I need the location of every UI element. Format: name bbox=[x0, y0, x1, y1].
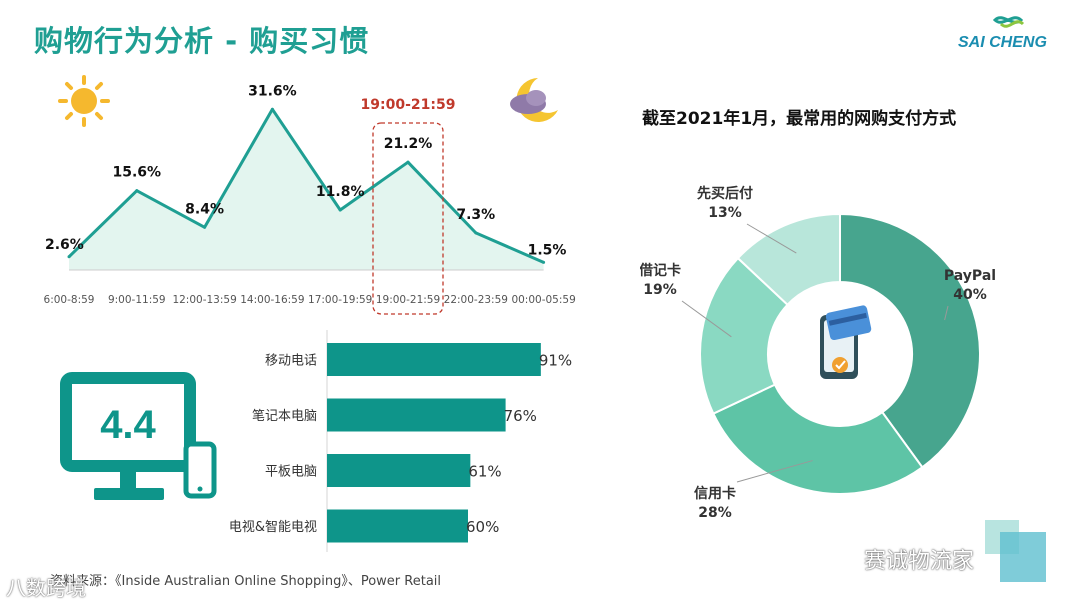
x-tick-label: 9:00-11:59 bbox=[108, 294, 166, 306]
value-label: 61% bbox=[468, 463, 501, 481]
data-point bbox=[406, 160, 410, 164]
x-tick-label: 00:00-05:59 bbox=[511, 294, 575, 306]
area-fill bbox=[69, 109, 544, 270]
data-point bbox=[135, 189, 139, 193]
data-label: 15.6% bbox=[113, 165, 162, 181]
data-label: 1.5% bbox=[528, 242, 567, 258]
x-tick-label: 19:00-21:59 bbox=[376, 294, 440, 306]
hourly-shopping-area-chart: 2.6% 6:00-8:59 15.6% 9:00-11:59 8.4% 12:00-13… bbox=[44, 75, 576, 315]
x-tick-label: 17:00-19:59 bbox=[308, 294, 372, 306]
leader-line bbox=[944, 305, 949, 321]
page-title: 购物行为分析 - 购买习惯 bbox=[34, 24, 370, 58]
data-label: 31.6% bbox=[248, 83, 297, 99]
data-point bbox=[203, 225, 207, 229]
highlight-label: 19:00-21:59 bbox=[361, 97, 456, 113]
slice-label: 先买后付 bbox=[697, 185, 753, 202]
category-label: 笔记本电脑 bbox=[252, 408, 317, 424]
bar bbox=[327, 509, 468, 543]
moon-cloud-icon bbox=[510, 78, 558, 122]
slice-label: 信用卡 bbox=[694, 485, 736, 502]
series-line bbox=[67, 107, 545, 264]
device-stat-value: 4.4 bbox=[100, 403, 156, 447]
x-tick-label: 14:00-16:59 bbox=[240, 294, 304, 306]
saicheng-logo bbox=[992, 16, 1025, 28]
data-label: 8.4% bbox=[185, 201, 224, 217]
value-label: 91% bbox=[539, 352, 572, 370]
leader-line bbox=[736, 460, 813, 483]
source-note: 资料来源：《Inside Australian Online Shopping》… bbox=[50, 574, 442, 589]
computer-monitor-icon: 4.4 bbox=[60, 372, 217, 500]
sun-icon bbox=[58, 75, 110, 127]
donut-slice bbox=[839, 212, 981, 469]
data-point bbox=[474, 231, 478, 235]
data-point bbox=[542, 260, 546, 264]
watermark-right: 赛诚物流家 bbox=[864, 549, 975, 574]
data-label: 2.6% bbox=[45, 237, 84, 253]
slice-label: 借记卡 bbox=[640, 262, 681, 279]
slice-value: 13% bbox=[708, 205, 742, 221]
x-tick-label: 6:00-8:59 bbox=[44, 294, 95, 306]
category-label: 电视&智能电视 bbox=[229, 520, 317, 535]
data-label: 11.8% bbox=[316, 184, 365, 200]
x-tick-label: 12:00-13:59 bbox=[172, 294, 236, 306]
donut-slice bbox=[736, 212, 841, 307]
bar bbox=[327, 343, 541, 376]
data-label: 21.2% bbox=[384, 136, 433, 152]
slice-label: PayPal bbox=[944, 268, 996, 284]
category-label: 平板电脑 bbox=[265, 465, 317, 480]
payment-donut-chart: PayPal 40% 信用卡 28% 借记卡 19% 先买后付 13% bbox=[640, 185, 996, 521]
data-point bbox=[338, 208, 342, 212]
decor-square bbox=[1000, 532, 1046, 582]
slice-value: 28% bbox=[698, 505, 732, 521]
logo-text: SAI CHENG bbox=[958, 34, 1047, 51]
data-point bbox=[67, 255, 71, 259]
device-usage-bar-chart: 移动电话 91% 笔记本电脑 76% 平板电脑 61% 电视&智能电视 60% bbox=[229, 330, 572, 552]
value-label: 76% bbox=[504, 407, 537, 425]
x-tick-label: 22:00-23:59 bbox=[444, 294, 508, 306]
leader-line bbox=[746, 223, 797, 254]
watermark-left: 八数跨境 bbox=[6, 576, 86, 600]
bar bbox=[327, 398, 506, 432]
donut-slice bbox=[711, 383, 924, 495]
leader-line bbox=[681, 300, 732, 338]
data-label: 7.3% bbox=[456, 207, 495, 223]
phone-card-payment-icon bbox=[820, 305, 872, 379]
slice-value: 40% bbox=[953, 287, 987, 303]
highlight-box bbox=[372, 122, 444, 315]
category-label: 移动电话 bbox=[265, 354, 317, 369]
smartphone-icon bbox=[183, 441, 217, 499]
value-label: 60% bbox=[466, 518, 499, 536]
bar bbox=[327, 454, 471, 487]
data-point bbox=[270, 107, 274, 111]
slice-value: 19% bbox=[643, 282, 677, 298]
pie-title: 截至2021年1月，最常用的网购支付方式 bbox=[642, 109, 957, 129]
